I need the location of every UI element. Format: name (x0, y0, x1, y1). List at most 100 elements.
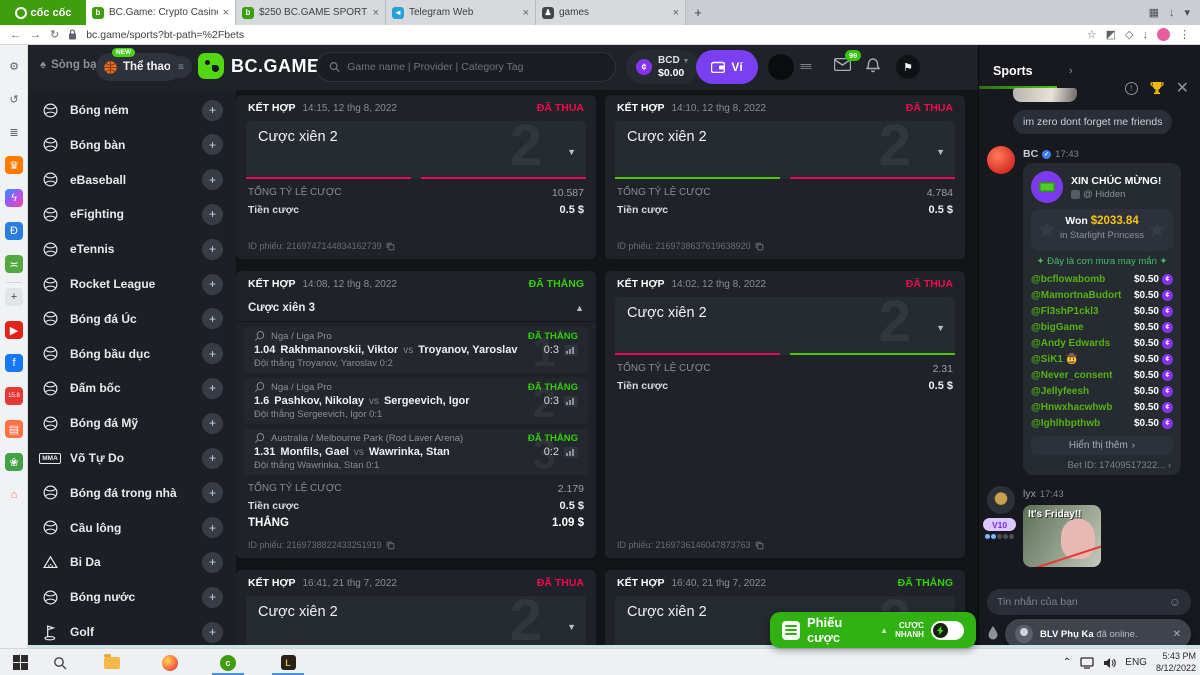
sidebar-item-rugby[interactable]: Bóng bầu dục + (28, 337, 236, 371)
browser-profile-avatar[interactable] (1157, 28, 1170, 41)
add-favorite-icon[interactable]: + (202, 447, 223, 469)
bcgame-logo[interactable]: BC.GAME (198, 53, 320, 79)
tip-username[interactable]: @Never_consent (1031, 369, 1113, 381)
rain-drop-icon[interactable] (987, 625, 999, 640)
copy-icon[interactable] (755, 541, 764, 550)
add-favorite-icon[interactable]: + (202, 99, 223, 121)
sidebar-item-futsal[interactable]: Bóng đá trong nhà + (28, 476, 236, 510)
toast-close-icon[interactable]: ✕ (1172, 628, 1181, 640)
settings-icon[interactable]: ⚙ (9, 60, 19, 73)
sidebar-item-american-football[interactable]: Bóng đá Mỹ + (28, 406, 236, 440)
taskbar-search-icon[interactable] (40, 649, 80, 675)
new-tab-button[interactable]: + (694, 5, 702, 20)
currency-selector[interactable]: ¢ BCD ▼ $0.00 (626, 50, 700, 84)
nav-sports[interactable]: Thể thao NEW (96, 48, 181, 81)
sidebar-item-boxing[interactable]: Đấm bốc + (28, 371, 236, 405)
nav-casino[interactable]: ♠ Sòng bạc (40, 59, 103, 71)
forward-icon[interactable]: → (30, 28, 41, 41)
messenger-icon[interactable]: ϟ (5, 189, 23, 207)
add-favorite-icon[interactable]: + (202, 273, 223, 295)
cart-icon[interactable]: ⌂ (10, 489, 18, 501)
chat-meme-image[interactable]: It's Friday!! (1023, 505, 1101, 567)
taskbar-clock[interactable]: 5:43 PM 8/12/2022 (1156, 651, 1196, 674)
bc-avatar[interactable] (987, 146, 1015, 174)
reading-list-icon[interactable]: ≣ (9, 126, 19, 139)
sidebar-item-table-tennis[interactable]: Bóng bàn + (28, 128, 236, 162)
add-favorite-icon[interactable]: + (202, 343, 223, 365)
chat-tab-sports[interactable]: Sports (993, 64, 1033, 78)
sidebar-item-golf[interactable]: Golf + (28, 615, 236, 649)
sidebar-item-badminton[interactable]: Cầu lông + (28, 511, 236, 545)
bet-id-link[interactable]: Bet ID: 17409517322... › (1067, 460, 1171, 471)
bet-slip-button[interactable]: Phiếu cược ▲ CƯỢC NHANH (770, 612, 976, 648)
show-more-button[interactable]: Hiển thị thêm › (1031, 436, 1173, 455)
shield-icon[interactable]: ◇ (1125, 29, 1134, 41)
chat-close-icon[interactable]: ✕ (1175, 80, 1189, 97)
copy-icon[interactable] (386, 541, 395, 550)
tray-chevron-icon[interactable]: ⌃ (1062, 657, 1072, 668)
browser-tab[interactable]: ◄ Telegram Web × (386, 0, 536, 25)
add-favorite-icon[interactable]: + (202, 134, 223, 156)
facebook-icon[interactable]: f (5, 354, 23, 372)
browser-tab[interactable]: ♟ games × (536, 0, 686, 25)
wallet-button[interactable]: Ví (696, 50, 758, 84)
stats-icon[interactable] (564, 446, 578, 458)
tip-username[interactable]: @Andy Edwards (1031, 337, 1111, 349)
youtube-icon[interactable]: ▶ (5, 321, 23, 339)
add-favorite-icon[interactable]: + (202, 377, 223, 399)
nav-menu-button[interactable]: ≡ (170, 56, 192, 78)
download-icon[interactable]: ↓ (1168, 6, 1175, 19)
tab-close-icon[interactable]: × (372, 6, 379, 19)
add-favorite-icon[interactable]: + (202, 169, 223, 191)
history-icon[interactable]: ↺ (9, 93, 19, 106)
add-favorite-icon[interactable]: + (202, 482, 223, 504)
extension-icon[interactable]: ◩ (1105, 29, 1117, 41)
games-icon[interactable]: ≍ (5, 255, 23, 273)
bookmark-star-icon[interactable]: ☆ (1086, 29, 1097, 41)
sidebar-item-aussie-rules[interactable]: Bóng đá Úc + (28, 302, 236, 336)
copy-icon[interactable] (755, 242, 764, 251)
stats-icon[interactable] (564, 395, 578, 407)
bell-icon[interactable] (866, 58, 880, 73)
reload-icon[interactable]: ↻ (50, 29, 60, 41)
chat-expand-chevron-icon[interactable]: › (1069, 65, 1073, 77)
promo-icon[interactable]: ❀ (5, 453, 23, 471)
user-menu-icon[interactable]: ≡≡ (800, 61, 812, 73)
panel-icon[interactable]: ▦ (1148, 7, 1159, 19)
lol-app-icon[interactable]: L (268, 649, 308, 675)
sale-badge-icon[interactable]: 15.8 (5, 387, 23, 405)
stats-icon[interactable] (564, 344, 578, 356)
tip-username[interactable]: @Jellyfeesh (1031, 385, 1090, 397)
tip-username[interactable]: @Ighlhbpthwb (1031, 417, 1101, 429)
tip-username[interactable]: @Fl3shP1ckl3 (1031, 305, 1099, 317)
tab-close-icon[interactable]: × (672, 6, 679, 19)
sidebar-item-billiards[interactable]: Bi Da + (28, 545, 236, 579)
volume-icon[interactable] (1103, 657, 1116, 669)
trophy-icon[interactable] (1149, 81, 1164, 95)
chat-message-input[interactable] (997, 596, 1169, 608)
crown-icon[interactable]: ♛ (5, 156, 23, 174)
add-favorite-icon[interactable]: + (202, 586, 223, 608)
chat-image-partial[interactable] (1013, 88, 1077, 102)
emoji-icon[interactable]: ☺ (1168, 595, 1181, 609)
tip-username[interactable]: @bcflowabomb (1031, 273, 1106, 285)
ticket-icon[interactable]: ▤ (5, 420, 23, 438)
tip-username[interactable]: @bigGame (1031, 321, 1084, 333)
game-search[interactable] (316, 52, 616, 82)
window-menu-icon[interactable]: ▾ (1184, 7, 1190, 19)
sidebar-item-handball[interactable]: Bóng ném + (28, 93, 236, 127)
add-favorite-icon[interactable]: + (202, 621, 223, 643)
browser-tab[interactable]: b $250 BC.GAME SPORTS PARL × (236, 0, 386, 25)
add-favorite-icon[interactable]: + (202, 412, 223, 434)
lyx-avatar[interactable] (987, 486, 1015, 514)
tab-close-icon[interactable]: × (222, 6, 229, 19)
tip-username[interactable]: @SiK1 🤠 (1031, 353, 1079, 365)
back-icon[interactable]: ← (10, 28, 21, 41)
sidebar-item-rocket-league[interactable]: Rocket League + (28, 267, 236, 301)
flag-button[interactable]: ⚑ (896, 55, 920, 79)
copy-icon[interactable] (386, 242, 395, 251)
add-icon[interactable]: + (5, 288, 23, 306)
